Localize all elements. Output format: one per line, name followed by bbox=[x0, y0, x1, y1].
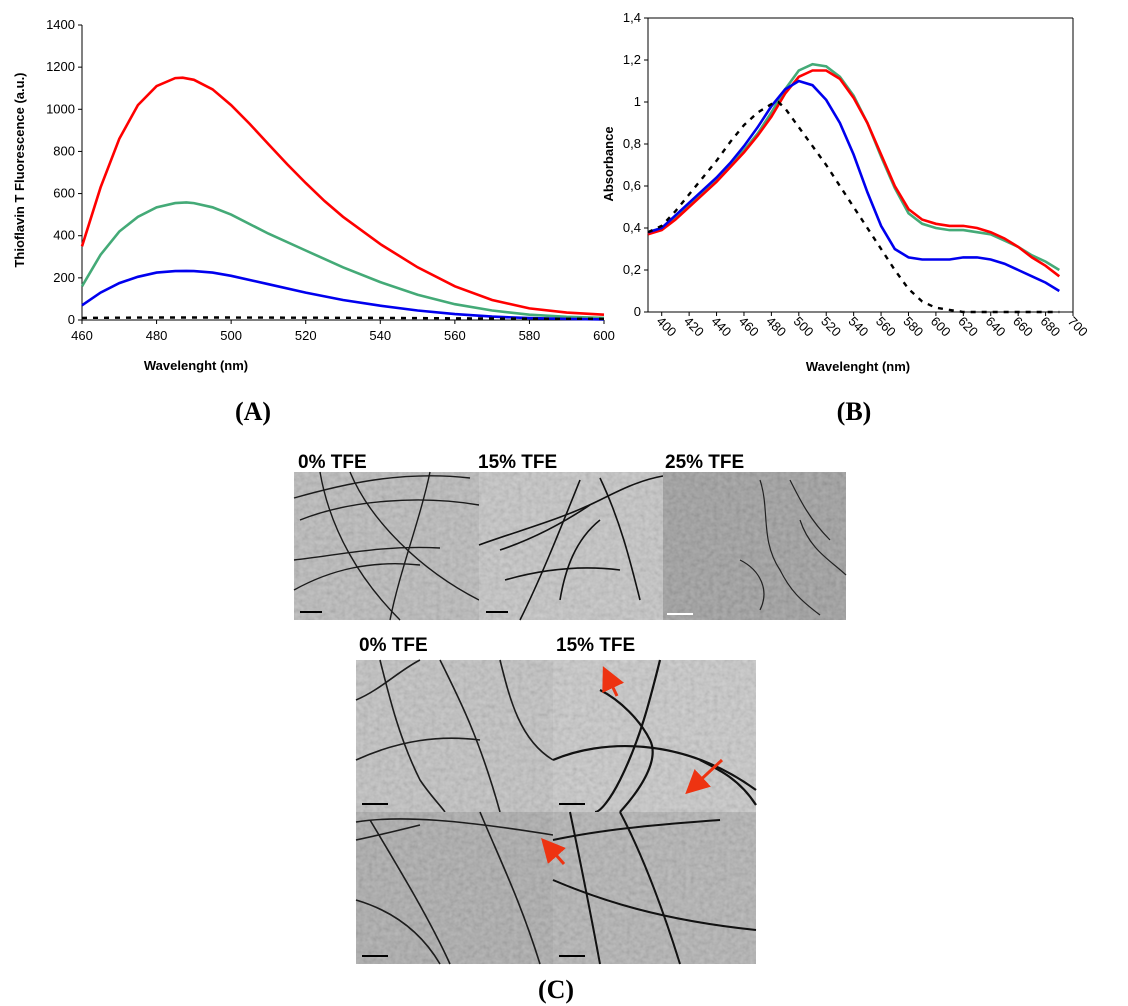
chart-b-ylabel: Absorbance bbox=[601, 126, 616, 201]
micrograph-15-tfe-row1 bbox=[478, 472, 664, 621]
arrow-icon bbox=[602, 666, 624, 697]
micrograph-label: 15% TFE bbox=[478, 452, 557, 473]
y-tick-label: 1400 bbox=[46, 17, 75, 32]
x-tick-label: 600 bbox=[928, 314, 954, 340]
micrograph-25-tfe-row1 bbox=[663, 472, 847, 620]
arrow-icon bbox=[541, 838, 566, 865]
x-tick-label: 540 bbox=[846, 314, 872, 340]
micrograph-row-1: 0% TFE 15% TFE 25% TFE bbox=[293, 452, 847, 621]
chart-a-xlabel: Wavelenght (nm) bbox=[144, 358, 248, 373]
series-line-0 bbox=[647, 62, 1060, 272]
x-tick-label: 620 bbox=[955, 314, 981, 340]
y-tick-label: 0 bbox=[68, 312, 75, 327]
x-tick-label: 680 bbox=[1037, 314, 1063, 340]
micrograph-0-tfe-row2-bottom bbox=[355, 811, 554, 965]
series-line-1 bbox=[647, 69, 1061, 278]
micrograph-0-tfe-row1 bbox=[293, 471, 480, 621]
y-tick-label: 200 bbox=[53, 270, 75, 285]
panel-b-label: (B) bbox=[837, 397, 872, 426]
micrograph-label: 0% TFE bbox=[298, 452, 367, 473]
arrow-icon bbox=[685, 758, 724, 795]
chart-a-fluorescence: 0 200 400 600 800 1000 1200 1400 460 480 500 520 540… bbox=[46, 17, 615, 343]
x-tick-label: 460 bbox=[71, 328, 93, 343]
x-tick-label: 580 bbox=[519, 328, 541, 343]
x-tick-label: 400 bbox=[654, 314, 680, 340]
x-tick-label: 520 bbox=[295, 328, 317, 343]
chart-b-xlabel: Wavelenght (nm) bbox=[806, 359, 910, 374]
y-tick-label: 0,6 bbox=[623, 178, 641, 193]
panel-c-label: (C) bbox=[538, 975, 574, 1004]
series-line-1 bbox=[80, 201, 605, 320]
panel-a-label: (A) bbox=[235, 397, 271, 426]
y-tick-label: 1 bbox=[634, 94, 641, 109]
series-line-0 bbox=[80, 76, 605, 316]
y-tick-label: 1,4 bbox=[623, 10, 641, 25]
micrograph-row-2: 0% TFE 15% TFE bbox=[355, 635, 757, 965]
x-tick-label: 520 bbox=[818, 314, 844, 340]
y-tick-label: 0,4 bbox=[623, 220, 641, 235]
y-tick-label: 0,2 bbox=[623, 262, 641, 277]
series-line-3 bbox=[647, 100, 1060, 314]
series-line-3 bbox=[81, 316, 605, 321]
x-tick-label: 700 bbox=[1065, 314, 1091, 340]
micrograph-0-tfe-row2-top bbox=[355, 659, 554, 813]
x-tick-label: 600 bbox=[593, 328, 615, 343]
x-tick-label: 420 bbox=[681, 314, 707, 340]
y-tick-label: 600 bbox=[53, 186, 75, 201]
micrograph-15-tfe-row2-top bbox=[552, 659, 757, 814]
series-line-2 bbox=[81, 269, 605, 321]
y-tick-label: 800 bbox=[53, 143, 75, 158]
x-tick-label: 540 bbox=[369, 328, 391, 343]
x-tick-label: 580 bbox=[900, 314, 926, 340]
x-tick-label: 640 bbox=[983, 314, 1009, 340]
x-tick-label: 460 bbox=[736, 314, 762, 340]
y-tick-label: 1,2 bbox=[623, 52, 641, 67]
x-tick-label: 500 bbox=[220, 328, 242, 343]
x-tick-label: 480 bbox=[146, 328, 168, 343]
micrograph-label: 25% TFE bbox=[665, 452, 744, 473]
micrograph-label: 15% TFE bbox=[556, 635, 635, 656]
x-tick-label: 660 bbox=[1010, 314, 1036, 340]
x-tick-label: 480 bbox=[763, 314, 789, 340]
y-tick-label: 400 bbox=[53, 228, 75, 243]
y-tick-label: 0 bbox=[634, 304, 641, 319]
x-tick-label: 440 bbox=[708, 314, 734, 340]
series-line-2 bbox=[647, 79, 1060, 293]
x-tick-label: 500 bbox=[791, 314, 817, 340]
chart-b-absorbance: 0 0,2 0,4 0,6 0,8 1 1,2 1,4 400 420 440 460 480 500 52… bbox=[623, 10, 1091, 339]
y-tick-label: 1000 bbox=[46, 101, 75, 116]
x-tick-label: 560 bbox=[873, 314, 899, 340]
micrograph-15-tfe-row2-bottom bbox=[541, 811, 757, 965]
chart-a-ylabel: Thioflavin T Fluorescence (a.u.) bbox=[12, 72, 27, 267]
y-tick-label: 0,8 bbox=[623, 136, 641, 151]
x-tick-label: 560 bbox=[444, 328, 466, 343]
micrograph-label: 0% TFE bbox=[359, 635, 428, 656]
y-tick-label: 1200 bbox=[46, 59, 75, 74]
